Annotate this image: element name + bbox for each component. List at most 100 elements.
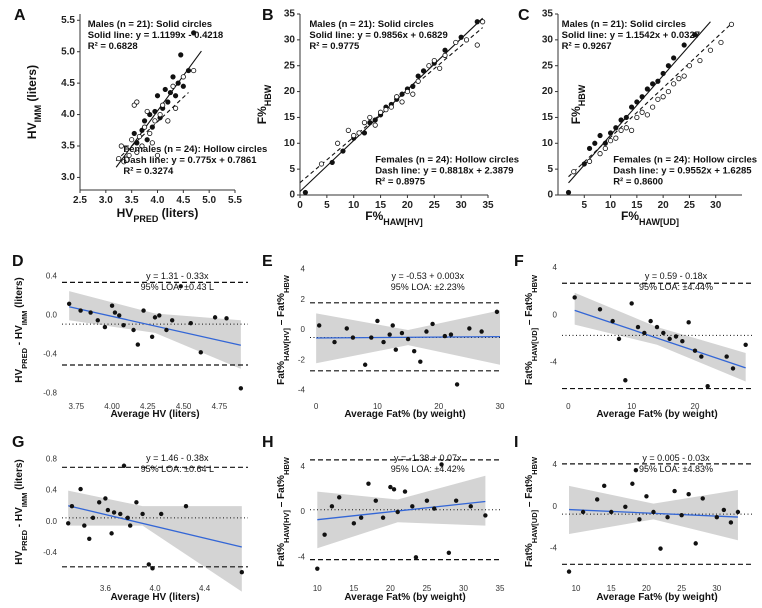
label-part: Average Fat% (by weight) <box>596 409 717 420</box>
point <box>388 104 394 110</box>
y-tick-label: 5.5 <box>61 15 75 26</box>
point <box>672 488 677 494</box>
label-subscript: HBW <box>263 84 273 106</box>
point <box>681 42 687 48</box>
y-tick-label: 0.4 <box>46 486 58 495</box>
x-axis-label: Average Fat% (by weight) <box>344 409 465 420</box>
point <box>390 323 395 328</box>
point <box>448 332 454 337</box>
panel-letter: E <box>262 253 273 270</box>
y-axis-label: F%HBW <box>255 84 273 124</box>
point <box>105 507 111 513</box>
panel-letter: F <box>514 253 524 270</box>
x-tick-label: 4.0 <box>151 195 165 206</box>
y-tick-label: -4 <box>298 386 306 395</box>
annotation: 95% LOA: ±2.23% <box>391 282 465 292</box>
point <box>128 523 133 528</box>
label-subscript: PRED <box>20 347 29 368</box>
x-tick-label: 35 <box>496 584 505 593</box>
annotation: y = 0.59 - 0.18x <box>645 271 708 281</box>
point <box>149 334 155 339</box>
point <box>630 481 635 486</box>
point <box>69 503 75 509</box>
annotation: Solid line: y = 0.9856x + 0.6829 <box>309 30 447 41</box>
point <box>623 504 628 509</box>
point <box>191 67 197 74</box>
point <box>637 517 642 522</box>
point <box>655 96 661 102</box>
point <box>623 125 629 131</box>
x-tick-label: 3.6 <box>100 584 112 593</box>
point <box>474 19 480 25</box>
x-axis-label: F%HAW[UD] <box>621 209 679 227</box>
point <box>707 47 714 53</box>
y-tick-label: 4.5 <box>61 78 75 89</box>
point <box>334 140 341 146</box>
x-tick-label: 20 <box>386 584 395 593</box>
y-tick-label: 35 <box>284 9 296 20</box>
label-subscript: PRED <box>133 214 159 224</box>
x-axis-label: HVPRED (liters) <box>117 206 199 224</box>
label-subscript: HAW[UD] <box>530 509 539 543</box>
point <box>424 329 429 334</box>
label-part: – Fat% <box>524 293 535 328</box>
point <box>686 320 691 325</box>
point <box>121 322 126 328</box>
label-part: Fat% <box>524 543 535 567</box>
label-subscript: HAW[UD] <box>639 217 679 227</box>
point <box>103 496 108 501</box>
point <box>697 57 703 64</box>
point <box>185 67 192 74</box>
panel-letter: D <box>12 253 24 270</box>
point <box>224 316 229 321</box>
point <box>388 484 393 490</box>
point <box>607 130 614 136</box>
point <box>634 114 640 121</box>
point <box>141 308 146 313</box>
x-tick-label: 20 <box>642 584 651 593</box>
x-axis-label: Average Fat% (by weight) <box>596 409 717 420</box>
y-tick-label: 15 <box>542 112 554 123</box>
label-part: - HV <box>14 325 25 348</box>
point <box>572 295 577 300</box>
point <box>66 301 72 306</box>
x-tick-label: 4.4 <box>199 584 211 593</box>
point <box>671 55 677 61</box>
label-part: F% <box>569 106 583 124</box>
x-axis-label: Average Fat% (by weight) <box>344 592 465 603</box>
x-tick-label: 20 <box>658 200 670 211</box>
point <box>95 318 100 323</box>
point <box>154 152 161 159</box>
point <box>628 127 635 133</box>
label-part: HV <box>25 122 39 139</box>
y-axis-label: Fat%HAW[HV] – Fat%HBW <box>276 456 291 567</box>
point <box>322 532 327 537</box>
point <box>721 507 727 513</box>
point <box>395 509 400 515</box>
point <box>377 109 384 115</box>
y-axis-label: Fat%HAW[UD] – Fat%HBW <box>524 456 539 567</box>
y-tick-label: 10 <box>542 138 554 149</box>
point <box>735 509 741 515</box>
y-axis-label: HVIMM (liters) <box>25 65 43 139</box>
label-subscript: HAW[HV] <box>282 328 291 361</box>
x-tick-label: 25 <box>677 584 686 593</box>
point <box>424 498 430 503</box>
y-tick-label: -0.8 <box>43 388 57 397</box>
point <box>367 120 373 126</box>
point <box>597 307 603 312</box>
point <box>415 78 421 84</box>
point <box>483 513 488 518</box>
x-tick-label: 25 <box>684 200 696 211</box>
label-subscript: HAW[UD] <box>530 327 539 361</box>
x-tick-label: 3.5 <box>125 195 139 206</box>
point <box>157 111 163 118</box>
annotation: Females (n = 24): Hollow circles <box>613 155 757 166</box>
x-tick-label: 5.0 <box>202 195 216 206</box>
point <box>613 125 619 131</box>
x-tick-label: 10 <box>572 584 581 593</box>
y-tick-label: 0.0 <box>46 311 58 320</box>
y-tick-label: 30 <box>542 34 554 45</box>
annotation: 95% LOA: ±0.43 L <box>141 282 215 292</box>
